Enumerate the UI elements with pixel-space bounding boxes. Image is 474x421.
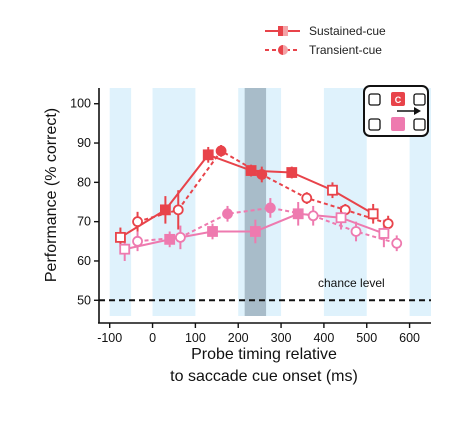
series-2-point-5 xyxy=(335,212,347,224)
x-tick-label-7: 600 xyxy=(399,331,420,345)
inset-placeholder-br xyxy=(413,118,426,131)
series-3-point-4 xyxy=(307,210,319,222)
x-tick-label-2: 100 xyxy=(185,331,206,345)
series-0-point-0 xyxy=(115,231,126,243)
series-2-point-3 xyxy=(249,226,261,237)
shaded-windows xyxy=(109,88,431,316)
legend-item-transient-cue: Transient-cue xyxy=(265,43,382,57)
inset-cue-box xyxy=(391,92,405,106)
series-3-point-0 xyxy=(132,235,143,247)
series-2-point-0 xyxy=(119,243,131,255)
axis-titles: Probe timing relative to saccade cue ons… xyxy=(43,108,358,385)
series-3-point-1 xyxy=(174,231,186,243)
inset-cue-letter: C xyxy=(395,95,402,105)
series-1-point-4 xyxy=(301,192,313,204)
series-2-point-1 xyxy=(164,233,176,245)
legend-marker-square-half xyxy=(283,26,288,36)
y-tick-label-3: 80 xyxy=(77,175,91,189)
legend-marker-circle-half xyxy=(278,45,283,55)
inset-placeholder-tr xyxy=(413,93,426,106)
inset-placeholder-bl xyxy=(368,118,381,131)
task-inset: C xyxy=(363,85,429,137)
series-3-point-5 xyxy=(350,226,362,237)
y-tick-label-2: 70 xyxy=(77,215,91,229)
series-0-point-3 xyxy=(245,165,257,176)
shaded-window-4 xyxy=(409,88,431,316)
series-1-point-0 xyxy=(132,216,143,228)
x-axis-title-line-2: to saccade cue onset (ms) xyxy=(170,368,358,385)
legend: Sustained-cue Transient-cue xyxy=(265,24,386,57)
y-tick-label-5: 100 xyxy=(70,97,91,111)
y-tick-label-0: 50 xyxy=(77,293,91,307)
legend-item-sustained-cue: Sustained-cue xyxy=(265,24,386,38)
x-tick-label-5: 400 xyxy=(313,331,334,345)
inset-saccade-arrow-icon xyxy=(414,107,421,115)
inset-placeholder-tl xyxy=(368,93,381,106)
series-0-point-2 xyxy=(202,149,214,161)
x-axis-title-line-1: Probe timing relative xyxy=(191,346,337,363)
series-1-point-3 xyxy=(256,169,268,180)
y-axis-title: Performance (% correct) xyxy=(43,108,60,282)
y-tick-label-1: 60 xyxy=(77,254,91,268)
series-3-point-2 xyxy=(222,208,233,220)
shaded-window-1 xyxy=(152,88,196,316)
x-tick-label-6: 500 xyxy=(356,331,377,345)
shaded-window-3 xyxy=(323,88,367,316)
series-2-point-6 xyxy=(378,228,390,239)
series-1-point-6 xyxy=(382,218,394,230)
series-1-point-1 xyxy=(172,204,184,216)
series-0-point-1 xyxy=(159,204,171,216)
legend-label-sustained: Sustained-cue xyxy=(309,24,386,38)
series-2-point-4 xyxy=(292,208,304,220)
series-0-point-6 xyxy=(367,208,379,220)
series-2-point-2 xyxy=(207,226,218,237)
series-0-point-4 xyxy=(286,167,298,178)
legend-label-transient: Transient-cue xyxy=(309,43,382,57)
series-3-point-3 xyxy=(264,202,276,214)
inset-probe-box xyxy=(391,117,405,131)
shaded-window-0 xyxy=(109,88,132,316)
x-tick-label-1: 0 xyxy=(149,331,156,345)
series-0-point-5 xyxy=(327,184,338,196)
series-3-point-6 xyxy=(391,237,403,249)
axes: 50 60 70 80 90 100 -100 0 100 200 300 400 500 600 xyxy=(70,88,431,345)
highlight-window xyxy=(244,88,267,316)
chance-level-label: chance level xyxy=(318,276,385,290)
x-tick-label-3: 200 xyxy=(228,331,249,345)
y-tick-label-4: 90 xyxy=(77,136,91,150)
series-markers xyxy=(115,145,403,255)
x-tick-label-4: 300 xyxy=(271,331,292,345)
series-1-point-2 xyxy=(215,145,227,157)
x-tick-label-0: -100 xyxy=(97,331,122,345)
